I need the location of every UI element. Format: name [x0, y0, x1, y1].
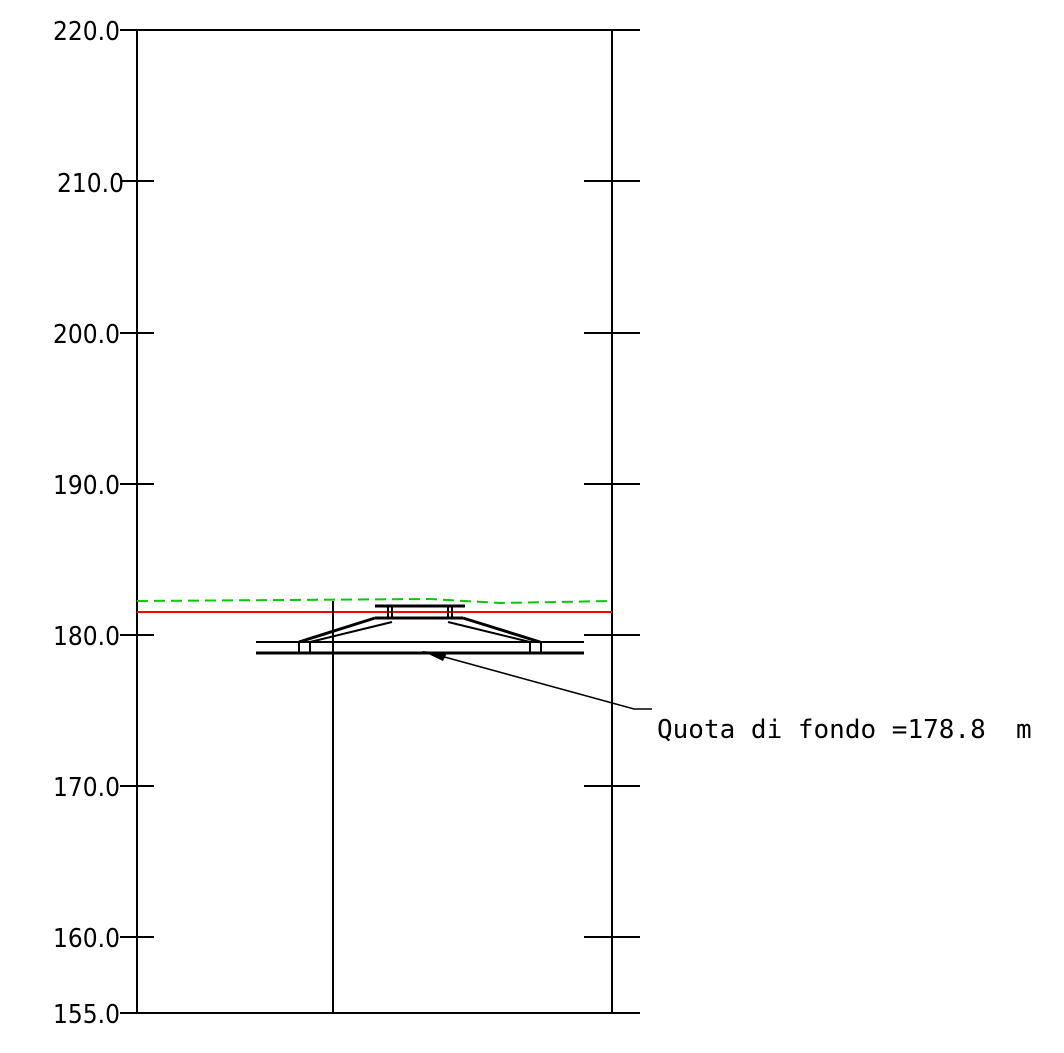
- tick-label-155: 155.0: [53, 1000, 120, 1030]
- tick-label-200: 200.0: [53, 320, 120, 350]
- slope-left-inner: [309, 621, 393, 643]
- callout-arrowhead-icon: [422, 651, 447, 661]
- tick-label-190: 190.0: [53, 471, 120, 501]
- slab-right-end: [529, 641, 542, 654]
- slope-left-outer: [298, 616, 376, 644]
- elevation-tick-labels: 220.0 210.0 200.0 190.0 180.0 170.0 160.…: [53, 17, 124, 1030]
- callout-leader-line: [429, 652, 652, 710]
- tick-label-210: 210.0: [57, 169, 124, 199]
- tick-label-160: 160.0: [53, 924, 120, 954]
- bottom-elevation-unit: m: [1016, 715, 1032, 745]
- slope-right-outer: [462, 616, 541, 644]
- tick-label-180: 180.0: [53, 622, 120, 652]
- tick-label-220: 220.0: [53, 17, 120, 47]
- slope-right-inner: [447, 621, 531, 643]
- elevation-ticks: [120, 29, 640, 1014]
- tick-label-170: 170.0: [53, 773, 120, 803]
- bottom-elevation-callout: Quota di fondo =178.8 m: [422, 651, 1032, 745]
- section-frame: [136, 29, 640, 1014]
- foundation-structure: [256, 604, 584, 655]
- bottom-elevation-label: Quota di fondo =178.8: [657, 715, 986, 745]
- slab-left-end: [298, 641, 311, 654]
- ground-dashed-line: [136, 597, 613, 605]
